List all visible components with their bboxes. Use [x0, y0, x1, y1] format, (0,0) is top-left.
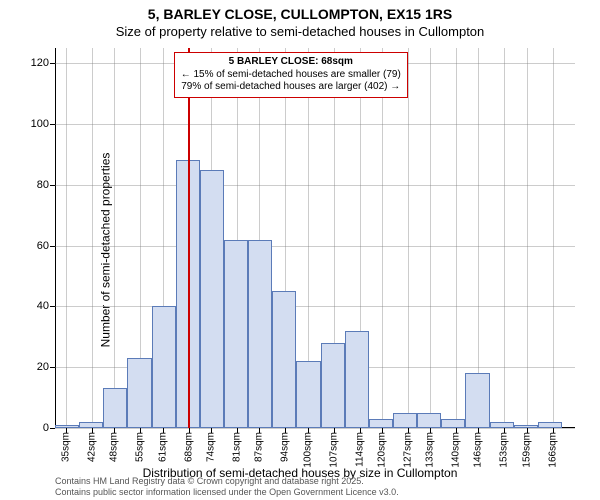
footer-line-2: Contains public sector information licen… [55, 487, 399, 498]
grid-line [430, 48, 431, 428]
footer-attribution: Contains HM Land Registry data © Crown c… [55, 476, 399, 498]
x-tick-label: 87sqm [254, 432, 265, 462]
histogram-bar [369, 419, 393, 428]
y-tick-label: 40 [37, 300, 49, 312]
grid-line [408, 48, 409, 428]
histogram-bar [514, 425, 538, 428]
y-tick-label: 80 [37, 179, 49, 191]
histogram-bar [55, 425, 79, 428]
chart-subtitle: Size of property relative to semi-detach… [0, 22, 600, 39]
histogram-bar [296, 361, 320, 428]
histogram-bar [321, 343, 345, 428]
y-tick [50, 306, 55, 307]
x-tick-label: 74sqm [206, 432, 217, 462]
histogram-bar [490, 422, 514, 428]
grid-line [478, 48, 479, 428]
footer-line-1: Contains HM Land Registry data © Crown c… [55, 476, 399, 487]
grid-line [527, 48, 528, 428]
y-tick-label: 120 [31, 57, 49, 69]
histogram-bar [79, 422, 103, 428]
x-tick-label: 153sqm [499, 432, 510, 468]
x-tick-label: 94sqm [280, 432, 291, 462]
grid-line [456, 48, 457, 428]
histogram-bar [538, 422, 562, 428]
histogram-bar [152, 306, 176, 428]
y-tick-label: 100 [31, 118, 49, 130]
histogram-bar [272, 291, 296, 428]
x-tick-label: 61sqm [157, 432, 168, 462]
x-tick-label: 140sqm [451, 432, 462, 468]
grid-line [504, 48, 505, 428]
grid-line [55, 306, 575, 307]
annotation-line-2: 79% of semi-detached houses are larger (… [181, 81, 401, 94]
x-tick-label: 48sqm [109, 432, 120, 462]
annotation-line-1: ← 15% of semi-detached houses are smalle… [181, 69, 401, 82]
grid-line [55, 185, 575, 186]
x-tick-label: 120sqm [376, 432, 387, 468]
grid-line [114, 48, 115, 428]
histogram-bar [417, 413, 441, 428]
x-tick-label: 100sqm [302, 432, 313, 468]
y-tick-label: 60 [37, 240, 49, 252]
y-tick-label: 20 [37, 361, 49, 373]
histogram-bar [441, 419, 465, 428]
x-tick-label: 55sqm [135, 432, 146, 462]
annotation-box: 5 BARLEY CLOSE: 68sqm← 15% of semi-detac… [174, 52, 408, 98]
histogram-bar [345, 331, 369, 428]
histogram-bar [127, 358, 151, 428]
y-tick [50, 63, 55, 64]
chart-title: 5, BARLEY CLOSE, CULLOMPTON, EX15 1RS [0, 0, 600, 22]
grid-line [92, 48, 93, 428]
y-tick [50, 185, 55, 186]
histogram-bar [103, 388, 127, 428]
grid-line [553, 48, 554, 428]
grid-line [382, 48, 383, 428]
grid-line [55, 246, 575, 247]
x-tick-label: 107sqm [328, 432, 339, 468]
chart-container: 5, BARLEY CLOSE, CULLOMPTON, EX15 1RS Si… [0, 0, 600, 500]
y-axis [55, 48, 56, 428]
y-tick-label: 0 [43, 422, 49, 434]
x-tick-label: 35sqm [61, 432, 72, 462]
x-tick-label: 166sqm [547, 432, 558, 468]
grid-line [55, 428, 575, 429]
x-tick-label: 127sqm [402, 432, 413, 468]
histogram-bar [200, 170, 224, 428]
x-tick-label: 159sqm [521, 432, 532, 468]
histogram-bar [465, 373, 489, 428]
reference-line [188, 48, 190, 428]
y-tick [50, 367, 55, 368]
histogram-bar [224, 240, 248, 428]
x-tick-label: 68sqm [183, 432, 194, 462]
annotation-title: 5 BARLEY CLOSE: 68sqm [181, 56, 401, 69]
y-tick [50, 246, 55, 247]
x-tick-label: 114sqm [354, 432, 365, 467]
y-tick [50, 124, 55, 125]
y-tick [50, 428, 55, 429]
x-tick-label: 81sqm [232, 432, 243, 462]
x-tick-label: 133sqm [425, 432, 436, 468]
x-tick-label: 146sqm [473, 432, 484, 468]
grid-line [66, 48, 67, 428]
grid-line [55, 124, 575, 125]
plot-area: 02040608010012035sqm42sqm48sqm55sqm61sqm… [55, 48, 575, 428]
histogram-bar [248, 240, 272, 428]
x-tick-label: 42sqm [87, 432, 98, 462]
histogram-bar [393, 413, 417, 428]
